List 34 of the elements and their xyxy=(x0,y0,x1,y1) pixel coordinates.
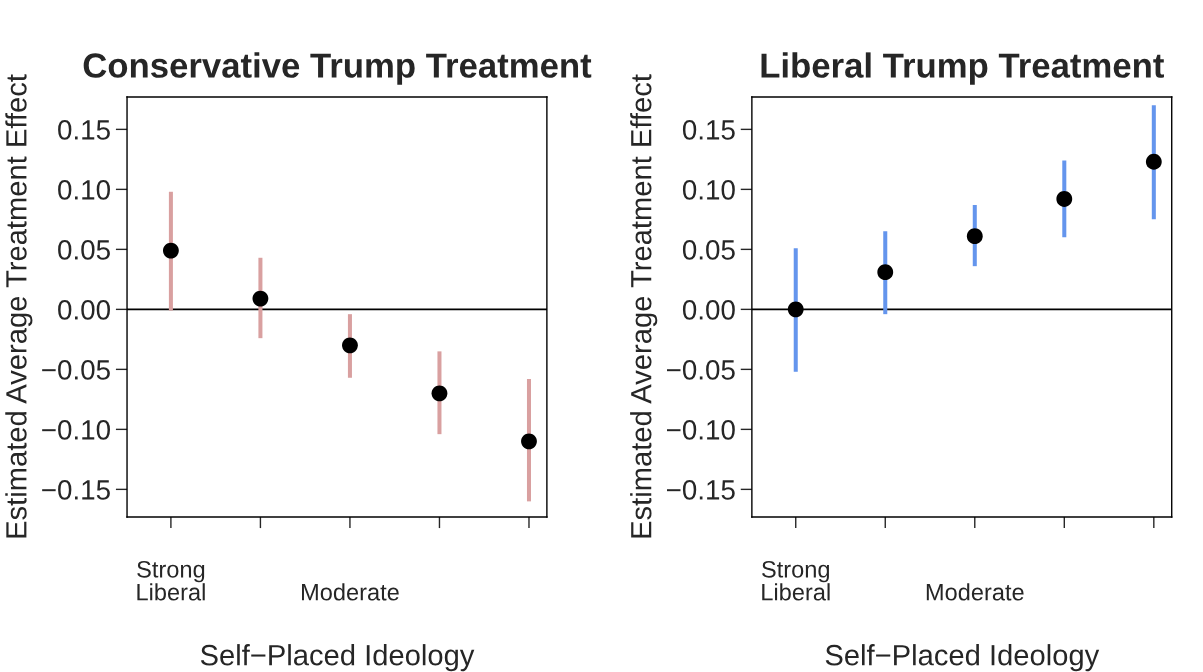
y-tick-label: 0.10 xyxy=(682,180,735,200)
x-tick-label: Strong Liberal xyxy=(762,560,830,601)
y-tick-label: 0.00 xyxy=(58,300,110,320)
y-tick-label: 0.00 xyxy=(682,300,735,320)
y-tick-label: −0.05 xyxy=(666,360,735,380)
x-tick-label: Strong Liberal xyxy=(137,560,205,601)
point xyxy=(162,242,179,259)
y-tick-label: 0.05 xyxy=(58,240,110,260)
x-tick-label: Moderate xyxy=(926,583,1024,601)
point xyxy=(1145,153,1162,170)
y-tick-label: 0.05 xyxy=(682,240,735,260)
y-tick-label: 0.15 xyxy=(682,120,735,140)
y-tick-label: −0.10 xyxy=(42,420,110,440)
y-axis-title: Estimated Average Treatment Effect xyxy=(5,74,33,538)
chart-title: Conservative Trump Treatment xyxy=(83,52,592,85)
point xyxy=(787,301,804,318)
point xyxy=(431,385,448,402)
chart-title: Liberal Trump Treatment xyxy=(761,52,1164,85)
point xyxy=(521,433,537,450)
point xyxy=(252,290,269,307)
x-tick-label: Moderate xyxy=(302,583,399,601)
point xyxy=(1056,191,1073,207)
y-tick-label: −0.15 xyxy=(666,480,735,500)
y-tick-label: −0.05 xyxy=(42,360,110,380)
x-axis-title: Self−Placed Ideology xyxy=(825,644,1100,672)
point xyxy=(342,337,358,354)
x-axis-title: Self−Placed Ideology xyxy=(200,644,475,672)
y-axis-title: Estimated Average Treatment Effect xyxy=(630,74,658,538)
y-tick-label: 0.15 xyxy=(58,120,110,140)
point xyxy=(966,228,983,245)
point xyxy=(877,264,894,281)
y-tick-label: −0.10 xyxy=(666,420,735,440)
y-tick-label: 0.10 xyxy=(58,180,110,200)
y-tick-label: −0.15 xyxy=(42,480,110,500)
